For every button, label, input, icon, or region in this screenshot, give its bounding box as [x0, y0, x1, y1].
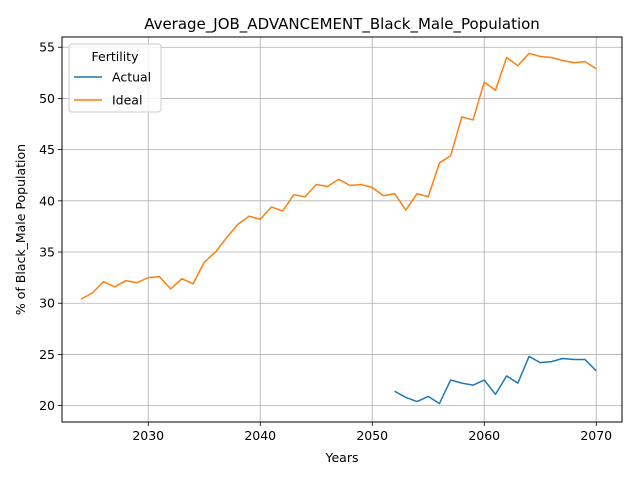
x-tick-label: 2060 [468, 428, 500, 443]
y-tick-label: 30 [39, 296, 55, 311]
legend: Fertility Actual Ideal [68, 43, 162, 113]
x-tick-label: 2030 [132, 428, 164, 443]
x-tick-label: 2050 [356, 428, 388, 443]
y-tick-label: 45 [39, 142, 55, 157]
y-tick-label: 40 [39, 193, 55, 208]
y-tick-label: 25 [39, 347, 55, 362]
legend-title: Fertility [92, 49, 140, 64]
chart-title: Average_JOB_ADVANCEMENT_Black_Male_Popul… [144, 15, 540, 34]
y-tick-label: 35 [39, 245, 55, 260]
x-axis-label: Years [325, 450, 359, 465]
legend-label-ideal: Ideal [112, 93, 142, 108]
legend-label-actual: Actual [112, 70, 151, 85]
x-tick-label: 2040 [244, 428, 276, 443]
y-axis-ticks: 20 25 30 35 40 45 50 55 [39, 40, 62, 413]
series-line-ideal [80, 52, 597, 300]
y-tick-label: 20 [39, 398, 55, 413]
y-tick-label: 55 [39, 40, 55, 55]
series-line-actual [394, 355, 597, 405]
legend-box [68, 43, 162, 113]
y-axis-label: % of Black_Male Population [13, 144, 28, 315]
plot-frame [61, 36, 623, 423]
series-layer [80, 52, 597, 405]
y-tick-label: 50 [39, 91, 55, 106]
x-axis-ticks: 2030 2040 2050 2060 2070 [132, 422, 612, 443]
x-tick-label: 2070 [580, 428, 612, 443]
